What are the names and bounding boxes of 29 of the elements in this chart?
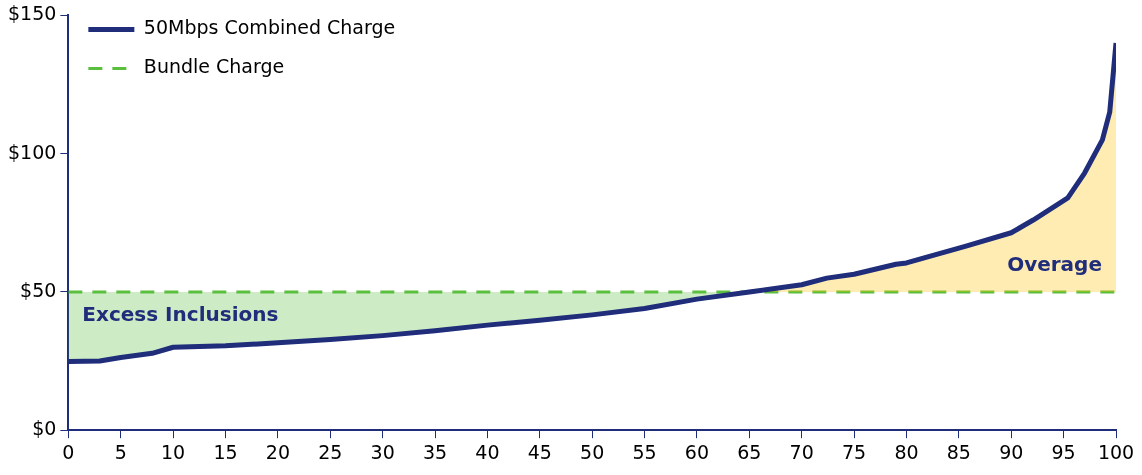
x-tick-label: 15 [213, 440, 238, 463]
x-tick-label: 30 [370, 440, 395, 463]
y-tick-label: $100 [7, 140, 57, 163]
x-tick-label: 95 [1051, 440, 1076, 463]
x-tick-label: 90 [999, 440, 1024, 463]
x-tick-label: 35 [422, 440, 448, 463]
x-tick-label: 40 [475, 440, 500, 463]
y-tick-label: $150 [7, 2, 57, 25]
x-tick-label: 5 [114, 440, 127, 463]
x-tick-label: 10 [161, 440, 186, 463]
annotation: Overage [1007, 252, 1102, 277]
x-tick-label: 25 [318, 440, 343, 463]
x-tick-label: 70 [789, 440, 814, 463]
x-tick-label: 65 [737, 440, 762, 463]
legend-label: Bundle Charge [143, 55, 285, 78]
x-tick-label: 85 [946, 440, 971, 463]
y-tick-label: $0 [32, 417, 57, 440]
y-tick-label: $50 [20, 278, 57, 301]
x-tick-label: 0 [62, 440, 75, 463]
annotation: Excess Inclusions [82, 302, 279, 327]
legend-label: 50Mbps Combined Charge [143, 16, 396, 39]
x-tick-label: 50 [580, 440, 605, 463]
x-tick-label: 55 [632, 440, 657, 463]
x-tick-label: 20 [265, 440, 290, 463]
x-tick-label: 75 [841, 440, 867, 463]
x-tick-label: 80 [894, 440, 919, 463]
x-tick-label: 60 [684, 440, 710, 463]
x-tick-label: 45 [527, 440, 552, 463]
x-tick-label: 100 [1097, 440, 1135, 463]
